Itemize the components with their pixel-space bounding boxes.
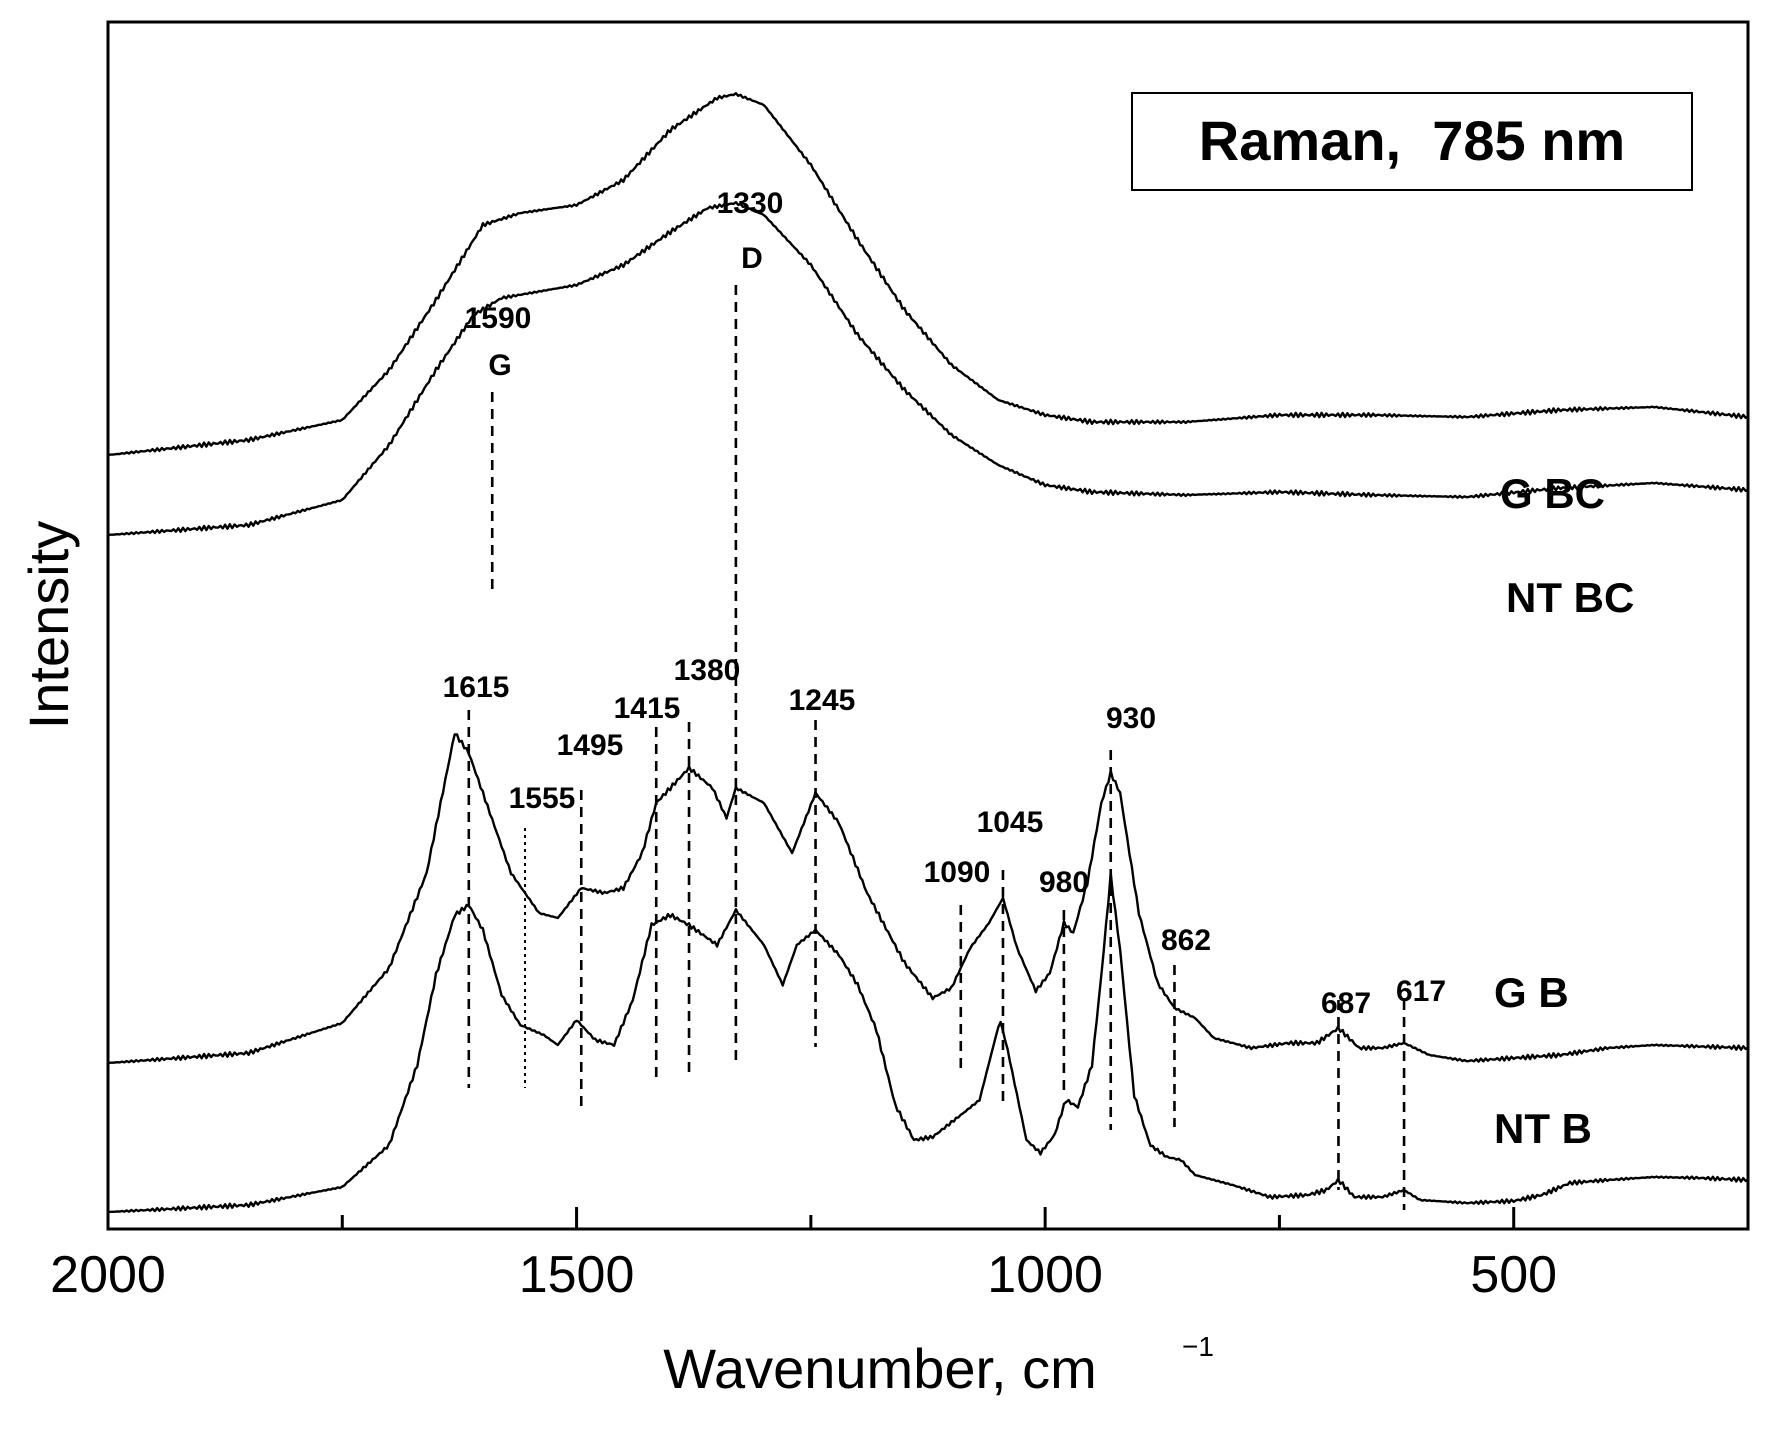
legend-box: Raman, 785 nm	[1131, 92, 1693, 191]
series-label-nt-b: NT B	[1494, 1105, 1592, 1152]
y-axis-label: Intensity	[17, 521, 80, 730]
peak-label-1555: 1555	[509, 782, 576, 815]
peak-label-930: 930	[1106, 702, 1156, 735]
x-axis-label-superscript: −1	[1182, 1331, 1214, 1362]
peak-label-1590: 1590	[465, 302, 532, 335]
x-tick-label: 500	[1470, 1246, 1557, 1304]
peak-label-862: 862	[1161, 924, 1211, 957]
x-axis-ticks: 2000 1500 1000 500	[50, 1207, 1557, 1304]
peak-markers: 1615 1590 G 1555 1495 1415 1380 1330 D 1245 1090 10…	[443, 187, 1446, 1210]
peak-label-1330: 1330	[717, 187, 784, 220]
legend-frame	[1131, 92, 1693, 191]
peak-label-1415: 1415	[614, 692, 681, 725]
peak-label-980: 980	[1039, 866, 1089, 899]
x-axis-label: Wavenumber, cm	[663, 1337, 1097, 1400]
x-tick-label: 2000	[50, 1246, 166, 1304]
peak-label-687: 687	[1321, 987, 1371, 1020]
peak-label-1045: 1045	[977, 806, 1044, 839]
plot-frame	[106, 20, 1750, 1231]
peak-label-1615: 1615	[443, 671, 510, 704]
spectra	[107, 91, 1749, 1214]
series-line-nt-bc	[107, 200, 1749, 537]
chart-title: Raman, 785 nm	[1199, 109, 1625, 172]
band-label-g: G	[488, 349, 511, 382]
peak-label-1495: 1495	[557, 729, 624, 762]
peak-label-1245: 1245	[789, 684, 856, 717]
series-line-nt-b	[107, 871, 1749, 1214]
series-line-g-b	[107, 733, 1749, 1065]
peak-label-1380: 1380	[674, 654, 741, 687]
x-tick-label: 1500	[519, 1246, 635, 1304]
series-labels: G BC NT BC G B NT B	[1494, 470, 1634, 1152]
series-label-g-bc: G BC	[1500, 470, 1605, 517]
series-label-g-b: G B	[1494, 969, 1569, 1016]
series-label-nt-bc: NT BC	[1506, 574, 1634, 621]
series-line-g-bc	[107, 91, 1749, 457]
peak-label-1090: 1090	[924, 856, 991, 889]
peak-label-617: 617	[1396, 975, 1446, 1008]
x-tick-label: 1000	[987, 1246, 1103, 1304]
band-label-d: D	[741, 242, 763, 275]
